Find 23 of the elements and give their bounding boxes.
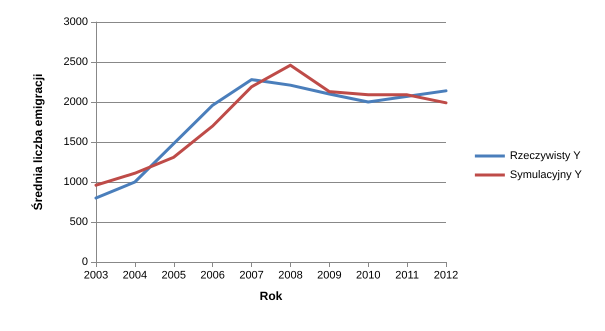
legend-label: Symulacyjny Y: [510, 169, 582, 181]
x-tick-label: 2012: [434, 270, 458, 282]
y-tick-label: 2500: [64, 56, 88, 68]
x-tick-label: 2011: [395, 270, 419, 282]
x-axis-title: Rok: [260, 289, 283, 303]
x-tick-label: 2004: [122, 270, 148, 282]
y-tick-label: 500: [70, 216, 88, 228]
x-tick-label: 2006: [200, 270, 225, 282]
x-tick-label: 2003: [84, 270, 108, 282]
legend-label: Rzeczywisty Y: [510, 150, 582, 162]
x-tick-label: 2009: [317, 270, 342, 282]
y-tick-label: 3000: [64, 16, 88, 28]
y-tick-label: 0: [82, 256, 88, 268]
x-tick-label: 2005: [162, 270, 186, 282]
x-tick-label: 2007: [239, 270, 264, 282]
y-axis-title: Średnia liczba emigracji: [31, 74, 45, 210]
x-tick-label: 2010: [356, 270, 380, 282]
line-series: [94, 78, 448, 200]
y-tick-label: 2000: [64, 96, 88, 108]
x-tick-label: 2008: [278, 270, 303, 282]
y-tick-label: 1000: [64, 176, 88, 188]
line-series: [94, 64, 448, 187]
y-tick-label: 1500: [64, 136, 88, 148]
